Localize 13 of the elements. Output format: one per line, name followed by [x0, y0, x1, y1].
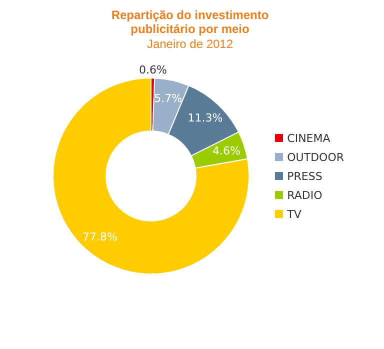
data-label: 5.7% — [154, 92, 182, 105]
legend-label: CINEMA — [287, 132, 330, 144]
legend-label: TV — [287, 208, 302, 220]
data-label: 11.3% — [188, 111, 223, 124]
chart-subtitle: Janeiro de 2012 — [146, 37, 234, 51]
data-label: 0.6% — [139, 64, 167, 77]
chart-title: Repartição do investimento publicitário por meio — [110, 8, 270, 36]
legend-label: RADIO — [287, 188, 322, 202]
legend-label: OUTDOOR — [287, 150, 344, 164]
legend-label: PRESS — [287, 170, 322, 182]
data-label: 77.8% — [82, 230, 118, 244]
donut-slice — [52, 78, 250, 274]
data-label: 4.6% — [212, 144, 240, 158]
